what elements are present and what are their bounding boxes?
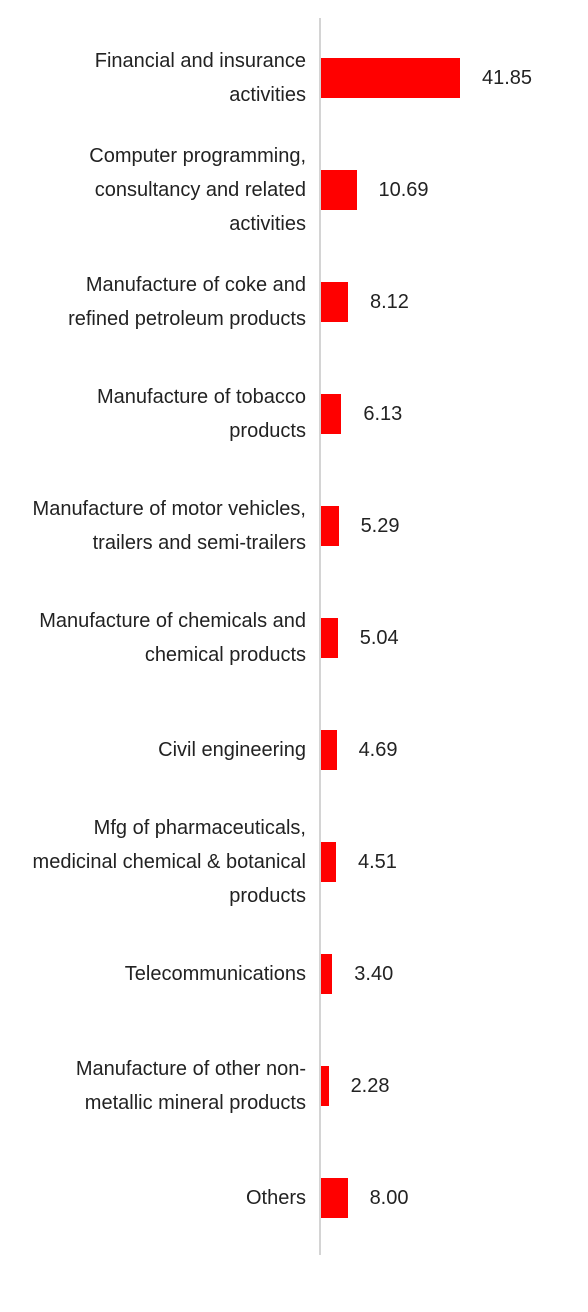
category-label: Manufacture of chemicals and chemical pr…	[39, 610, 306, 666]
bar	[321, 394, 342, 434]
category-label: Others	[245, 1187, 306, 1209]
category-label: Computer programming, consultancy and re…	[89, 145, 306, 235]
value-label: 4.51	[357, 851, 397, 873]
value-label: 2.28	[350, 1075, 390, 1097]
category-label: Manufacture of motor vehicles, trailers …	[32, 498, 306, 554]
category-label: Manufacture of tobacco products	[96, 386, 306, 442]
category-label: Financial and insurance activities	[94, 50, 306, 106]
category-label: Manufacture of other non-metallic minera…	[75, 1058, 306, 1114]
category-label: Civil engineering	[158, 739, 306, 761]
value-label: 5.29	[360, 515, 400, 537]
bar	[321, 506, 339, 546]
bar	[321, 842, 336, 882]
bar	[321, 1178, 348, 1218]
bar	[321, 618, 338, 658]
value-label: 5.04	[359, 627, 399, 649]
axis-line	[319, 18, 321, 1255]
bar	[321, 954, 333, 994]
bar	[321, 730, 337, 770]
value-label: 6.13	[363, 403, 403, 425]
bar	[321, 1066, 329, 1106]
value-label: 8.12	[369, 291, 409, 313]
value-label: 3.40	[354, 963, 394, 985]
value-label: 10.69	[378, 179, 429, 201]
bar	[321, 58, 460, 98]
value-label: 4.69	[358, 739, 398, 761]
category-label: Mfg of pharmaceuticals, medicinal chemic…	[32, 817, 306, 907]
category-label: Manufacture of coke and refined petroleu…	[68, 274, 306, 330]
value-label: 41.85	[482, 67, 533, 89]
bar	[321, 170, 357, 210]
bar	[321, 282, 348, 322]
value-label: 8.00	[369, 1187, 409, 1209]
category-label: Telecommunications	[124, 963, 306, 985]
